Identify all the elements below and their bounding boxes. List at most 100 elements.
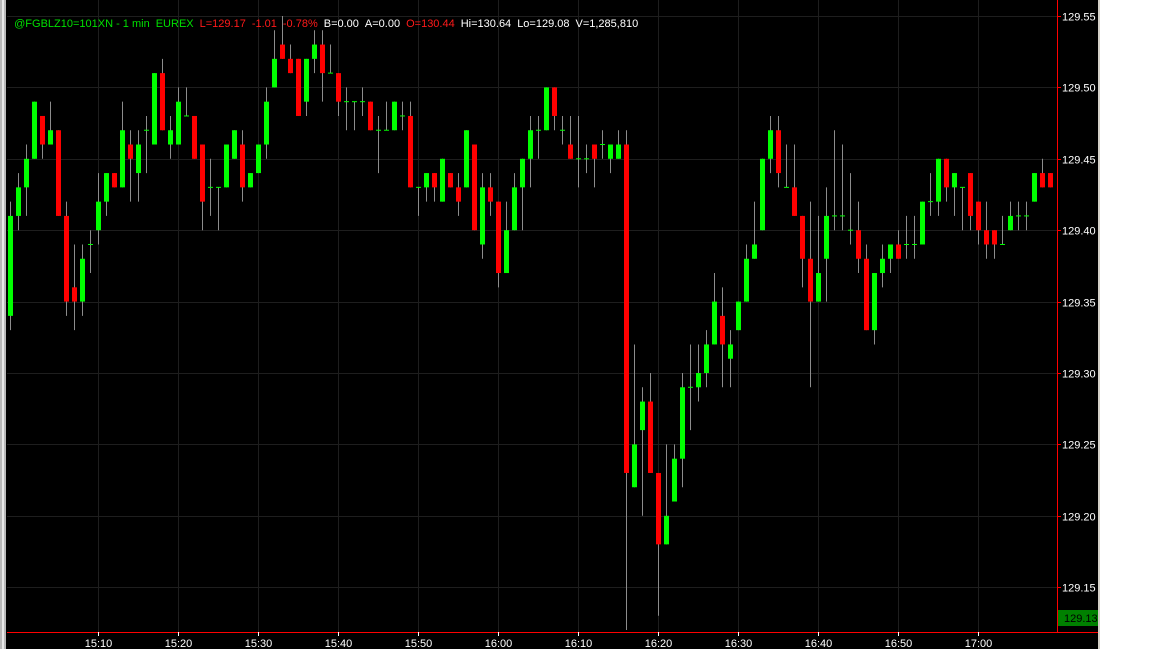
- candle: [712, 273, 717, 345]
- candle: [232, 130, 237, 159]
- candle: [256, 144, 261, 174]
- candle: [608, 144, 613, 174]
- candle: [1016, 201, 1021, 231]
- price-axis[interactable]: 129.55 129.50 129.45 129.40 129.35 129.30 129.…: [1057, 12, 1096, 595]
- candle-body-up: [144, 129, 149, 131]
- candle-body-up: [104, 173, 109, 202]
- candle: [680, 373, 685, 488]
- bid: B=0.00: [323, 18, 359, 30]
- candle: [624, 130, 629, 631]
- candle: [1048, 173, 1053, 188]
- candle-body-up: [888, 244, 893, 259]
- candle: [152, 73, 157, 145]
- candle: [520, 158, 525, 231]
- candle: [880, 244, 885, 288]
- candle: [304, 58, 309, 116]
- candle: [352, 101, 357, 131]
- candle-body-up: [208, 186, 213, 188]
- candle-body-up: [424, 173, 429, 188]
- candle: [400, 101, 405, 131]
- candle: [480, 173, 485, 259]
- candle-body-down: [776, 130, 781, 174]
- candle: [88, 230, 93, 274]
- candle: [408, 101, 413, 188]
- candle-body-up: [120, 130, 125, 188]
- candle-body-up: [704, 344, 709, 373]
- candle-body-up: [712, 301, 717, 345]
- candle-body-up: [640, 401, 645, 431]
- candle: [320, 30, 325, 102]
- candle: [696, 344, 701, 402]
- candle-body-up: [80, 258, 85, 302]
- candle-body-up: [312, 44, 317, 59]
- candle-body-up: [416, 186, 421, 188]
- candle: [496, 201, 501, 288]
- candle-body-up: [672, 458, 677, 502]
- candle: [1008, 201, 1013, 231]
- candle-body-up: [32, 101, 37, 159]
- candle-body-up: [352, 101, 357, 103]
- candle-body-down: [288, 58, 293, 74]
- candle: [544, 87, 549, 131]
- candle: [896, 230, 901, 259]
- candle-body-down: [240, 144, 245, 188]
- candle-body-down: [1048, 173, 1053, 188]
- candle: [736, 301, 741, 331]
- grid: [7, 0, 1057, 632]
- candle-body-up: [768, 130, 773, 159]
- candle: [720, 287, 725, 388]
- candle: [464, 130, 469, 188]
- candle: [832, 130, 837, 231]
- candle-body-up: [400, 115, 405, 117]
- candle: [776, 115, 781, 188]
- candle: [360, 87, 365, 116]
- candle-body-up: [960, 186, 965, 188]
- candle-body-up: [544, 87, 549, 131]
- candle: [40, 115, 45, 159]
- candle-body-up: [216, 186, 221, 188]
- candle: [792, 144, 797, 216]
- candle: [192, 115, 197, 159]
- candle-body-up: [176, 101, 181, 145]
- candle-body-up: [344, 101, 349, 103]
- candle-body-up: [912, 243, 917, 245]
- candle: [160, 58, 165, 131]
- candle-body-up: [392, 101, 397, 131]
- candle: [112, 173, 117, 188]
- candle: [816, 215, 821, 302]
- candle-body-down: [40, 115, 45, 145]
- candle-body-down: [456, 187, 461, 202]
- candle: [688, 344, 693, 431]
- last-price: L=129.17: [199, 18, 246, 30]
- candle: [552, 87, 557, 131]
- candle-body-up: [536, 129, 541, 131]
- price-tick-label: 129.25: [1062, 440, 1096, 452]
- open-price: O=130.44: [406, 18, 455, 30]
- candle: [24, 144, 29, 216]
- candle-body-down: [552, 87, 557, 116]
- candle: [384, 101, 389, 131]
- candle-body-up: [24, 158, 29, 188]
- candle: [600, 130, 605, 159]
- time-axis[interactable]: 15:10 15:20 15:30 15:40 15:50 16:00 16:10 16:20…: [85, 632, 993, 649]
- candle-body-up: [304, 58, 309, 102]
- price-tick-label: 129.20: [1062, 512, 1096, 524]
- candle-body-up: [824, 215, 829, 259]
- candle: [512, 173, 517, 231]
- time-tick-label: 16:30: [725, 638, 753, 649]
- candle-body-up: [696, 373, 701, 388]
- candle-body-down: [856, 230, 861, 259]
- candle: [128, 130, 133, 202]
- candle: [296, 58, 301, 116]
- candle: [656, 472, 661, 616]
- price-tick-label: 129.40: [1062, 226, 1096, 238]
- candle-body-down: [432, 173, 437, 188]
- candle-body-down: [1040, 173, 1045, 188]
- candle-body-down: [496, 201, 501, 274]
- candle: [96, 173, 101, 245]
- candle-body-up: [728, 344, 733, 359]
- candle: [56, 130, 61, 216]
- candle-body-down: [896, 244, 901, 259]
- ask: A=0.00: [364, 18, 401, 30]
